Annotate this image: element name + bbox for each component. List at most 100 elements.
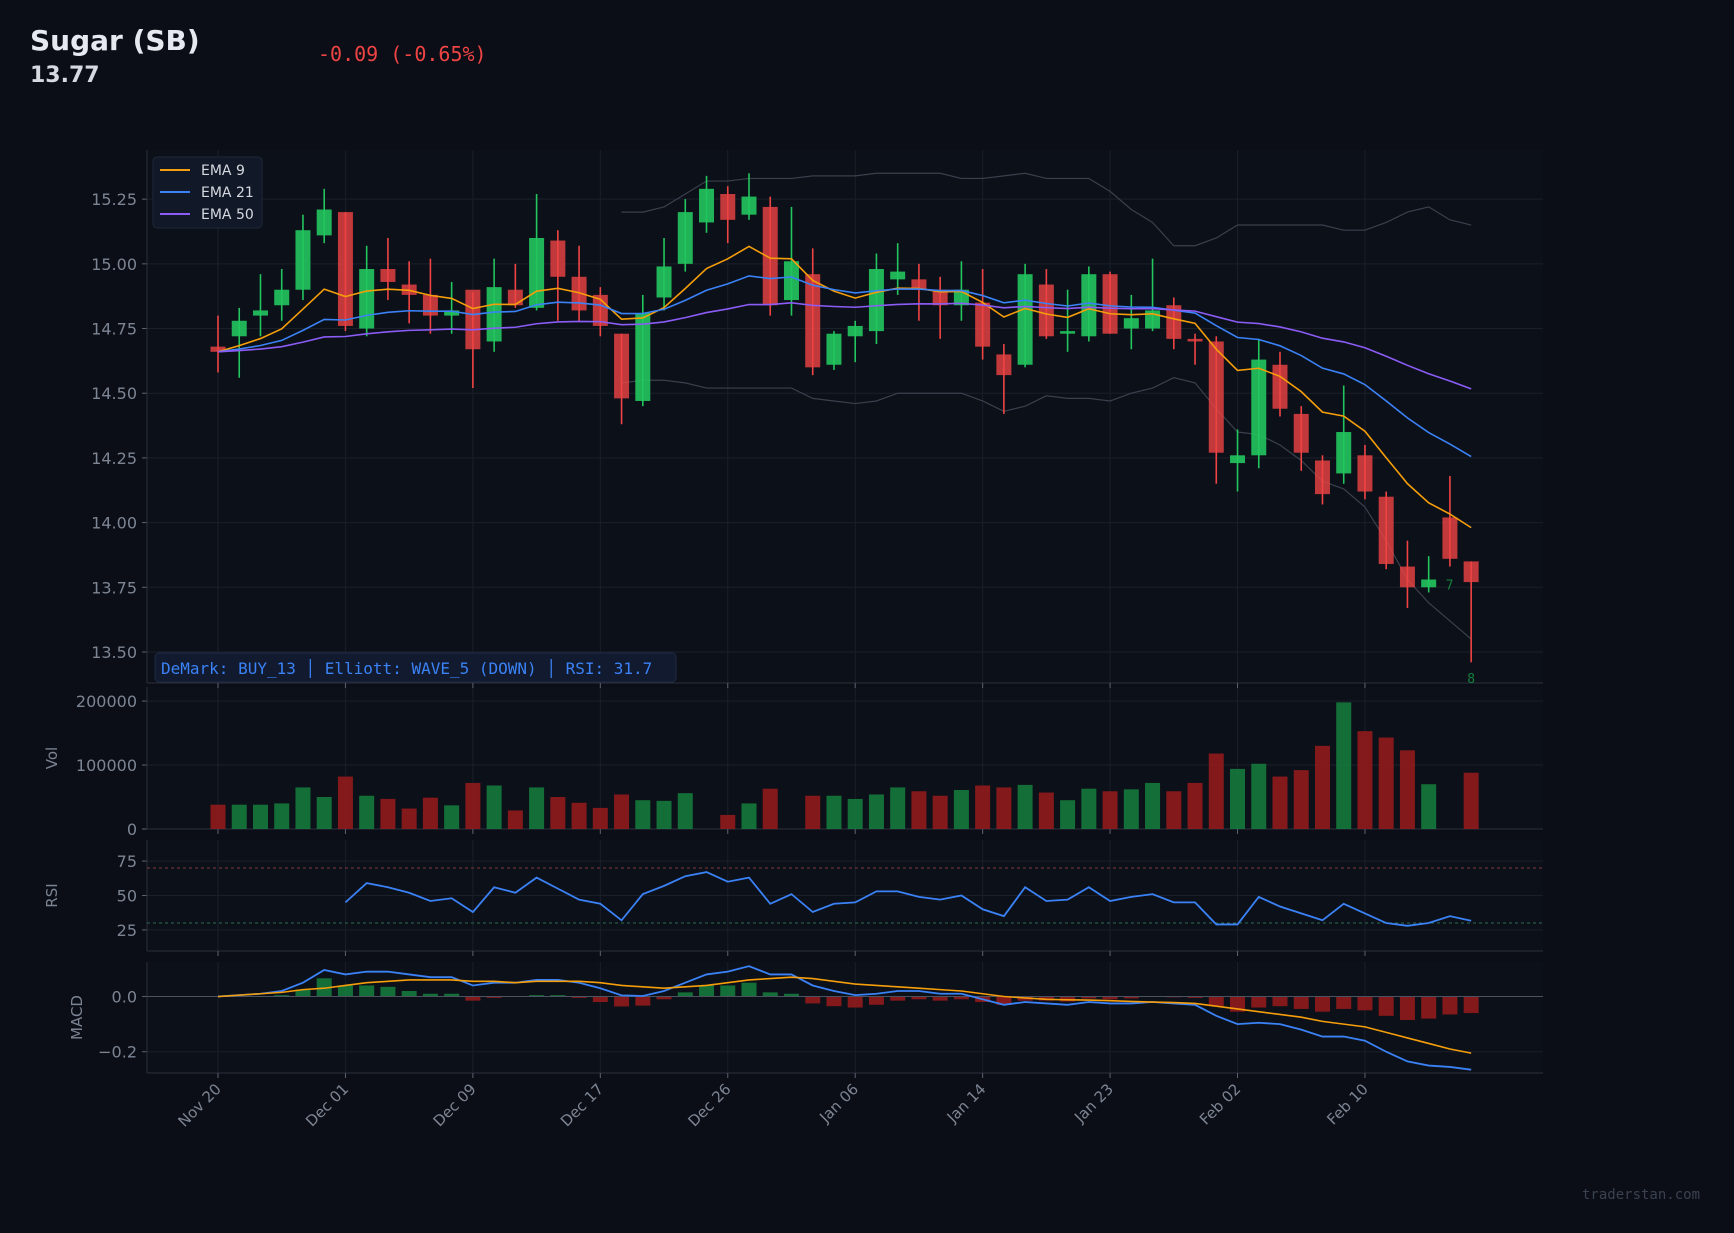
candle-body	[996, 354, 1012, 376]
candle-body	[571, 276, 587, 311]
volume-bar	[359, 795, 375, 829]
volume-bar	[1038, 792, 1054, 829]
candle-body	[210, 346, 226, 352]
candle-body	[231, 320, 247, 337]
macd-histogram-bar	[996, 996, 1012, 1005]
y-tick-label: 15.00	[91, 255, 137, 274]
candle-body	[274, 289, 290, 306]
volume-bar	[1166, 791, 1182, 829]
x-tick-label: Jan 06	[815, 1080, 862, 1127]
macd-histogram-bar	[274, 995, 290, 997]
y-tick-label: 14.25	[91, 449, 137, 468]
x-tick-label: Dec 01	[302, 1080, 352, 1130]
volume-bar	[550, 797, 566, 829]
candle-body	[252, 310, 268, 316]
candle-body	[1293, 413, 1309, 453]
candle-body	[890, 271, 906, 280]
volume-bar	[1336, 702, 1352, 829]
candle-body	[1442, 517, 1458, 559]
candle-body	[783, 261, 799, 301]
volume-bar	[932, 795, 948, 829]
candle-body	[911, 279, 927, 290]
volume-bar	[1293, 770, 1309, 829]
volume-bar	[529, 787, 545, 829]
volume-bar	[805, 795, 821, 829]
y-tick-label: 15.25	[91, 190, 137, 209]
macd-line	[217, 965, 1472, 1071]
rsi-line	[344, 871, 1472, 927]
volume-bar	[380, 798, 396, 829]
candle-body	[1336, 432, 1352, 474]
macd-histogram-bar	[1208, 996, 1224, 1007]
volume-bar	[444, 805, 460, 829]
macd-histogram-bar	[571, 996, 587, 998]
candle-body	[1272, 364, 1288, 409]
macd-histogram-bar	[953, 996, 969, 1000]
volume-bar	[422, 797, 438, 829]
watermark: traderstan.com	[1582, 1187, 1701, 1203]
volume-bar	[720, 814, 736, 829]
signal-annotation: DeMark: BUY_13 │ Elliott: WAVE_5 (DOWN) …	[154, 652, 677, 683]
volume-bar	[252, 804, 268, 829]
x-tick-label: Nov 20	[175, 1080, 225, 1130]
candle-body	[1038, 284, 1054, 337]
macd-histogram-bar	[699, 985, 715, 997]
candle-body	[762, 206, 778, 306]
y-tick-label: 14.00	[91, 514, 137, 533]
macd-histogram-bar	[1187, 996, 1203, 998]
volume-bar	[1421, 784, 1437, 829]
macd-histogram-bar	[401, 990, 417, 997]
macd-histogram-bar	[805, 996, 821, 1004]
macd-panel-background	[147, 962, 1543, 1073]
volume-bar	[677, 793, 693, 829]
volume-bar	[635, 800, 651, 829]
candle-body	[1060, 331, 1076, 334]
x-tick-label: Feb 02	[1196, 1080, 1244, 1128]
volume-bar	[1017, 784, 1033, 829]
candle-body	[868, 269, 884, 332]
candle-body	[1251, 359, 1267, 456]
y-tick-label: 14.75	[91, 320, 137, 339]
volume-bar	[1208, 753, 1224, 829]
macd-histogram-bar	[550, 995, 566, 997]
volume-bar	[1251, 763, 1267, 829]
macd-histogram-bar	[1336, 996, 1352, 1009]
macd-histogram-bar	[1251, 996, 1267, 1008]
volume-bar	[911, 791, 927, 829]
macd-histogram-bar	[316, 978, 332, 997]
candle-body	[677, 212, 693, 264]
x-tick-label: Dec 09	[430, 1080, 480, 1130]
volume-bar	[507, 810, 523, 829]
macd-histogram-bar	[741, 982, 757, 997]
volume-bar	[1187, 782, 1203, 829]
macd-histogram-bar	[1442, 996, 1458, 1015]
candle-body	[1421, 579, 1437, 588]
candle-body	[932, 289, 948, 306]
candle-body	[486, 287, 502, 342]
macd-histogram-bar	[911, 996, 927, 1000]
volume-bar	[316, 797, 332, 829]
candle-body	[1230, 455, 1246, 464]
macd-histogram-bar	[1399, 996, 1415, 1020]
volume-bar	[1145, 782, 1161, 829]
candle-body	[1378, 496, 1394, 564]
y-tick-label: 200000	[76, 692, 137, 711]
volume-bar	[1314, 745, 1330, 829]
macd-histogram-bar	[1123, 996, 1139, 999]
candle-body	[826, 333, 842, 365]
volume-bar	[486, 785, 502, 829]
candle-body	[337, 212, 353, 326]
candle-body	[1314, 460, 1330, 495]
macd-histogram-bar	[868, 996, 884, 1005]
candle-body	[465, 289, 481, 350]
macd-histogram-bar	[720, 985, 736, 997]
volume-bar	[274, 803, 290, 829]
volume-bar	[465, 782, 481, 829]
candle-body	[422, 294, 438, 316]
volume-bar	[762, 788, 778, 829]
volume-bar	[401, 808, 417, 829]
upper-band-line	[621, 172, 1472, 247]
candle-body	[507, 289, 523, 306]
candle-body	[1102, 274, 1118, 334]
volume-bar	[1123, 789, 1139, 829]
